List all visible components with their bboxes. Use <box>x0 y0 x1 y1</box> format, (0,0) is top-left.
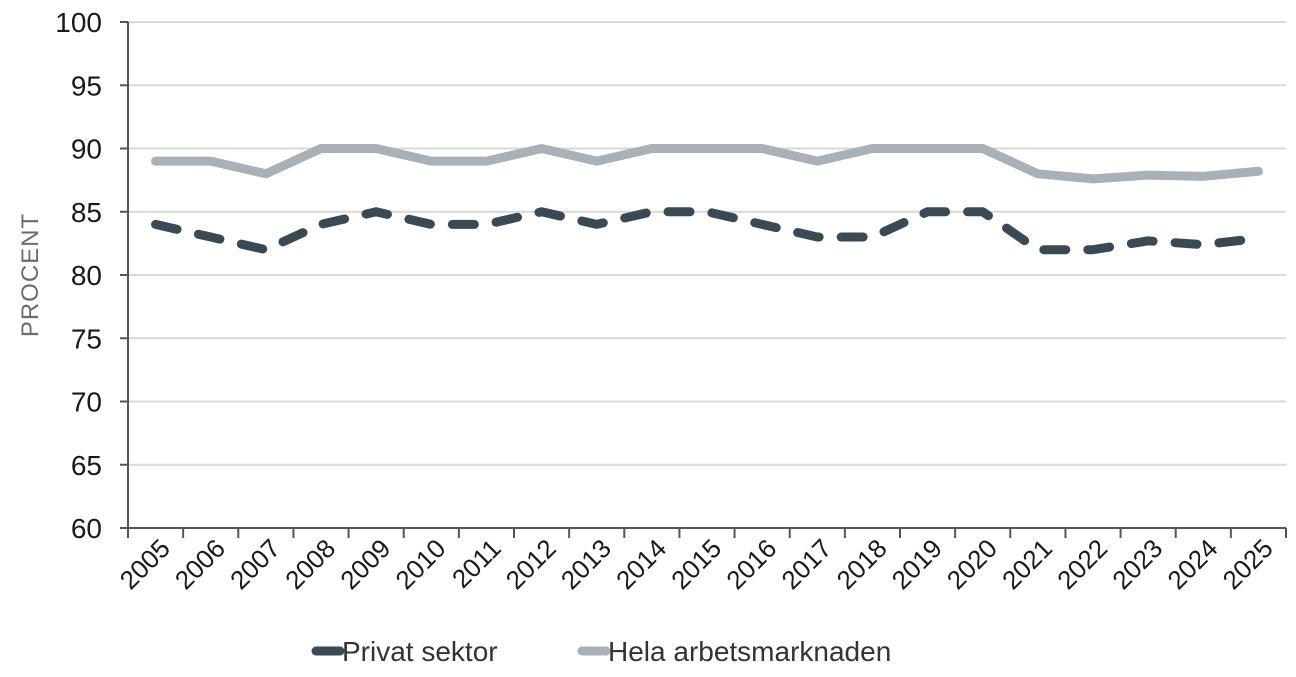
series-line-0 <box>151 207 1263 255</box>
x-tick-label: 2013 <box>555 533 617 595</box>
y-tick-label: 85 <box>71 197 102 228</box>
x-tick-label: 2017 <box>775 533 837 595</box>
x-tick-label: 2018 <box>831 533 893 595</box>
x-tick-label: 2023 <box>1106 533 1168 595</box>
y-tick-label: 75 <box>71 323 102 354</box>
x-tick-label: 2020 <box>941 533 1003 595</box>
x-tick-label: 2024 <box>1161 533 1223 595</box>
y-tick-label: 90 <box>71 134 102 165</box>
x-tick-label: 2007 <box>224 533 286 595</box>
y-tick-label: 65 <box>71 450 102 481</box>
x-tick-label: 2022 <box>1051 533 1113 595</box>
axes <box>120 21 1287 538</box>
x-tick-label: 2010 <box>389 533 451 595</box>
y-tick-label: 70 <box>71 387 102 418</box>
y-tick-label: 60 <box>71 513 102 544</box>
series-lines <box>151 144 1263 255</box>
y-tick-labels: 60 65 70 75 80 85 90 95 100 <box>55 7 102 544</box>
y-tick-label: 80 <box>71 260 102 291</box>
x-tick-label: 2016 <box>720 533 782 595</box>
x-tick-label: 2014 <box>610 533 672 595</box>
series-line-1 <box>151 144 1263 184</box>
x-tick-label: 2021 <box>996 533 1058 595</box>
x-tick-label: 2012 <box>500 533 562 595</box>
x-tick-label: 2015 <box>665 533 727 595</box>
x-tick-label: 2006 <box>169 533 231 595</box>
legend: Privat sektor Hela arbetsmarknaden <box>311 636 891 667</box>
x-tick-label: 2011 <box>446 533 507 594</box>
x-tick-label: 2005 <box>114 533 176 595</box>
x-tick-label: 2019 <box>886 533 948 595</box>
y-tick-label: 100 <box>55 7 102 38</box>
legend-label: Privat sektor <box>342 636 498 667</box>
y-tick-label: 95 <box>71 70 102 101</box>
legend-label: Hela arbetsmarknaden <box>608 636 891 667</box>
gridlines <box>128 21 1286 466</box>
x-tick-labels: 2005200620072008200920102011201220132014… <box>114 533 1279 595</box>
x-tick-label: 2009 <box>334 533 396 595</box>
x-tick-label: 2008 <box>279 533 341 595</box>
y-axis-label: PROCENT <box>17 213 44 337</box>
x-tick-label: 2025 <box>1217 533 1279 595</box>
